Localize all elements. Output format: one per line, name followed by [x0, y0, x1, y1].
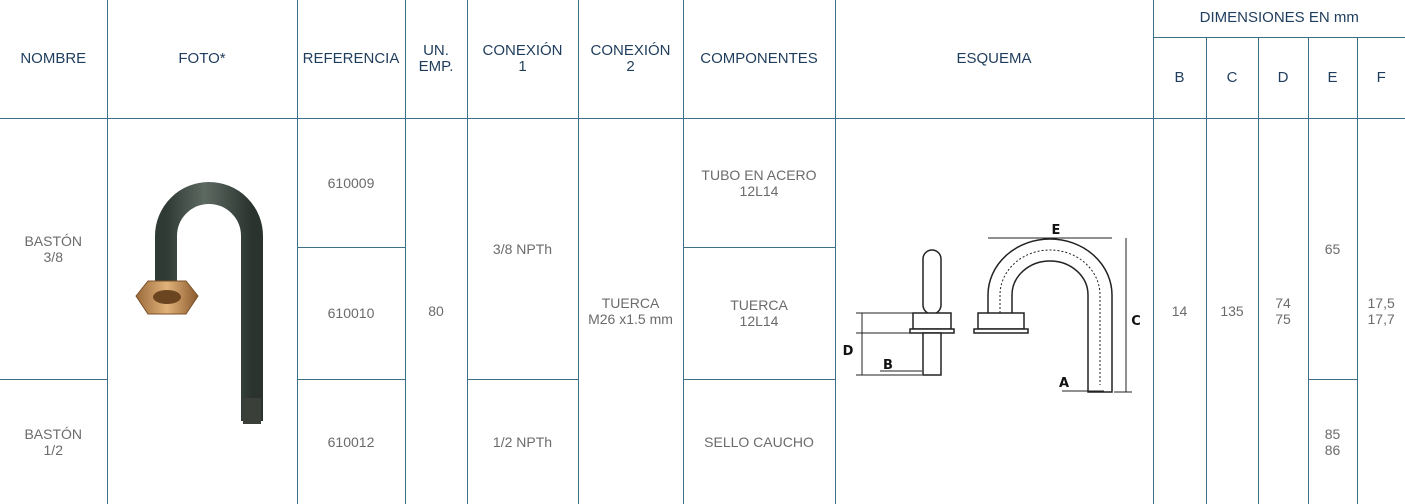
header-row: NOMBRE FOTO* REFERENCIA UN. EMP. CONEXIÓ… — [0, 0, 1405, 119]
header-cell: REFERENCIA — [296, 0, 406, 119]
pipe — [154, 182, 263, 421]
dim-e-cell: 65 — [1307, 117, 1358, 380]
header-cell: FOTO* — [106, 0, 298, 119]
header-row: B C D E F — [0, 36, 1405, 119]
bolt-shaft — [921, 331, 942, 376]
nombre-cell: BASTÓN 3/8 — [0, 117, 108, 380]
componentes-cell: TUBO EN ACERO 12L14 — [682, 117, 836, 249]
un-emp-cell: 80 — [404, 117, 468, 504]
referencia-cell: 610010 — [296, 247, 406, 380]
nombre-cell: BASTÓN 1/2 — [0, 378, 108, 504]
bolt-nut — [911, 311, 952, 330]
body-row: 610010 TUERCA 12L14 — [0, 247, 1405, 380]
dim-d-cell: 74 75 — [1257, 117, 1309, 504]
header-cell: COMPONENTES — [682, 0, 836, 119]
header-cell: UN. EMP. — [404, 0, 468, 119]
schema-label: E — [1051, 223, 1060, 238]
referencia-cell: 610009 — [296, 117, 406, 249]
header-cell: CONEXIÓN 1 — [466, 0, 579, 119]
dim-c-cell: 135 — [1205, 117, 1259, 504]
header-cell: E — [1307, 36, 1358, 119]
header-cell: D — [1257, 36, 1309, 119]
j-pipe-axis — [999, 249, 1100, 385]
conexion-1-cell: 1/2 NPTh — [466, 378, 579, 504]
header-cell: F — [1356, 36, 1405, 119]
photo-cell — [106, 117, 298, 504]
j-washer — [972, 327, 1029, 334]
dim-e-cell: 85 86 — [1307, 378, 1358, 504]
nut-hole — [152, 290, 181, 304]
schema: A B C D E — [842, 223, 1141, 393]
header-cell: C — [1205, 36, 1259, 119]
header-cell: NOMBRE — [0, 0, 108, 119]
conexion-2-cell: TUERCA M26 x1.5 mm — [577, 117, 684, 504]
componentes-cell: SELLO CAUCHO — [682, 378, 836, 504]
conexion-1-cell: 3/8 NPTh — [466, 117, 579, 380]
schema-label: B — [883, 358, 893, 373]
componentes-cell: TUERCA 12L14 — [682, 247, 836, 380]
esquema-cell: A B C D E — [834, 117, 1154, 504]
j-nut — [976, 311, 1025, 330]
pipe-thread — [242, 398, 261, 424]
referencia-cell: 610012 — [296, 378, 406, 504]
header-group: DIMENSIONES EN mm — [1152, 0, 1405, 38]
header-cell: ESQUEMA — [834, 0, 1154, 119]
schema-label: D — [842, 344, 853, 359]
header-cell: CONEXIÓN 2 — [577, 0, 684, 119]
bolt-top — [921, 248, 942, 315]
dim-f-cell: 17,5 17,7 — [1356, 117, 1405, 504]
body-row: BASTÓN 3/8 610009 80 3/8 NPTh TUERCA — [0, 117, 1405, 504]
dim-b-cell: 14 — [1152, 117, 1207, 504]
product-photo — [134, 182, 263, 424]
schema-label: A — [1058, 376, 1068, 391]
schema-label: C — [1131, 314, 1141, 329]
header-cell: B — [1152, 36, 1207, 119]
